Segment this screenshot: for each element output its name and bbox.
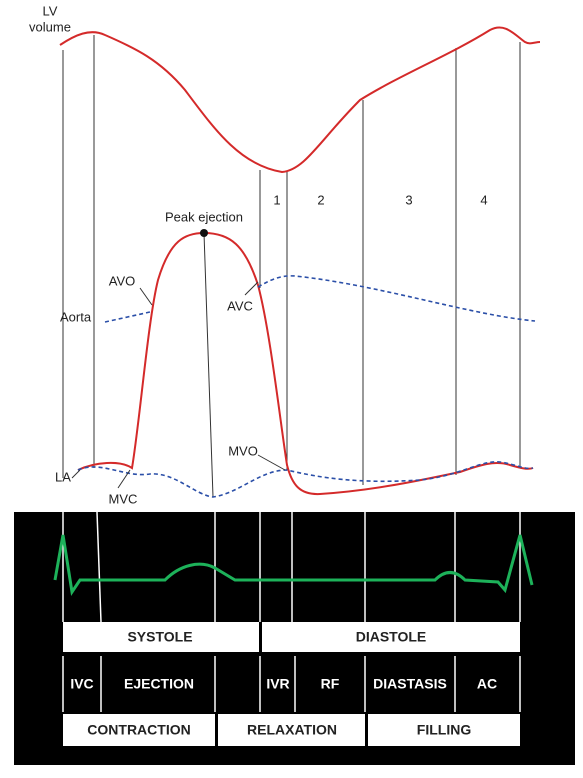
- phase-number: 2: [317, 192, 324, 207]
- phase-lines: [62, 35, 521, 498]
- peak-ejection-label: Peak ejection: [165, 209, 243, 224]
- lv-pressure-curve: [77, 231, 534, 496]
- timeline-label: RELAXATION: [247, 722, 337, 738]
- aorta-label: Aorta: [60, 309, 92, 324]
- aorta-pressure-curve: [104, 275, 536, 323]
- avc-label: AVC: [227, 298, 253, 313]
- timeline-box: [262, 622, 520, 652]
- timeline-label: CONTRACTION: [87, 722, 190, 738]
- timeline-label: DIASTASIS: [373, 676, 447, 692]
- mvc-label: MVC: [109, 491, 138, 506]
- timeline-label: SYSTOLE: [127, 629, 192, 645]
- timeline-label: IVC: [70, 676, 93, 692]
- timeline-label: FILLING: [417, 722, 472, 738]
- phase-number: 4: [480, 192, 487, 207]
- annotation-leaders: [71, 281, 286, 489]
- avo-label: AVO: [109, 273, 136, 288]
- timeline-label: IVR: [266, 676, 289, 692]
- mvo-label: MVO: [228, 443, 258, 458]
- peak-ejection-point: [200, 229, 208, 237]
- la-label: LA: [55, 469, 71, 484]
- timeline-label: AC: [477, 676, 497, 692]
- timeline-label: DIASTOLE: [356, 629, 427, 645]
- timeline-box: [368, 714, 520, 746]
- phase-number: 3: [405, 192, 412, 207]
- lv-volume-curve: [59, 26, 541, 174]
- timeline-label: EJECTION: [124, 676, 194, 692]
- timeline-box: [63, 622, 259, 652]
- ecg-trace: [53, 534, 534, 597]
- phase-number: 1: [273, 192, 280, 207]
- timeline-box: [218, 714, 365, 746]
- lv-volume-label: LV: [43, 3, 58, 18]
- la-pressure-curve: [77, 461, 534, 498]
- lv-volume-label: volume: [29, 19, 71, 34]
- timeline-label: RF: [321, 676, 340, 692]
- timeline-box: [63, 714, 215, 746]
